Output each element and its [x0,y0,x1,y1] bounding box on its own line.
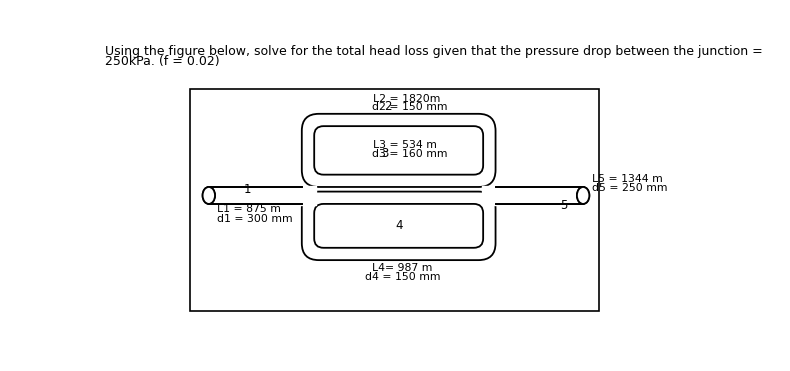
FancyBboxPatch shape [302,114,495,187]
Text: d1 = 300 mm: d1 = 300 mm [216,214,292,224]
Text: L1 = 875 m: L1 = 875 m [216,204,280,214]
Text: 250kPa. (f = 0.02): 250kPa. (f = 0.02) [105,55,220,68]
Text: d5 = 250 mm: d5 = 250 mm [592,183,668,193]
Ellipse shape [202,187,215,204]
Text: Using the figure below, solve for the total head loss given that the pressure dr: Using the figure below, solve for the to… [105,45,762,58]
FancyBboxPatch shape [314,204,483,248]
Ellipse shape [577,187,589,204]
Ellipse shape [202,187,215,204]
Text: L5 = 1344 m: L5 = 1344 m [592,174,663,184]
Text: L3 = 534 m: L3 = 534 m [373,140,437,150]
Text: L2 = 1820m: L2 = 1820m [373,93,440,104]
FancyBboxPatch shape [302,191,495,260]
Text: 2: 2 [384,100,392,113]
Text: 3: 3 [381,147,389,160]
Text: d3 = 160 mm: d3 = 160 mm [372,149,447,159]
Text: 1: 1 [244,183,251,196]
Text: L4= 987 m: L4= 987 m [372,263,433,273]
Text: 5: 5 [560,199,567,212]
Bar [190,89,600,311]
Text: 4: 4 [395,219,402,232]
FancyBboxPatch shape [314,126,483,175]
Text: d4 = 150 mm: d4 = 150 mm [365,272,440,282]
Ellipse shape [577,187,589,204]
Text: d2 = 150 mm: d2 = 150 mm [372,102,447,112]
